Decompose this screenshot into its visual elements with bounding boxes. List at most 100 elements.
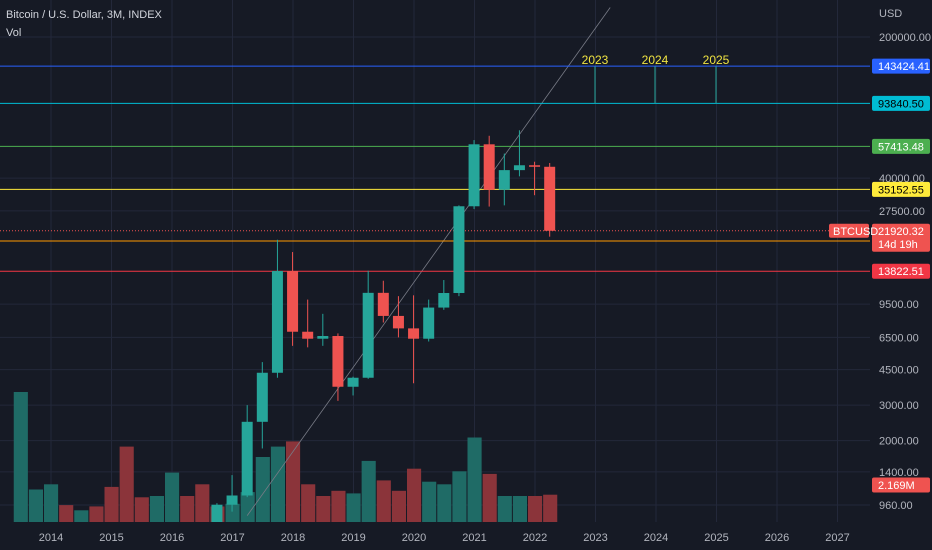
volume-bar [422, 481, 437, 522]
time-tick-label: 2018 [281, 532, 305, 544]
volume-bar [165, 472, 180, 522]
candle-body [529, 165, 541, 167]
price-tick-label: 200000.00 [879, 32, 931, 44]
time-tick-label: 2020 [402, 532, 426, 544]
last-price-tag-bg [872, 223, 930, 252]
volume-bar [512, 496, 527, 522]
currency-label: USD [879, 8, 902, 20]
level-price-tag: 13822.51 [878, 266, 924, 278]
time-tick-label: 2017 [220, 532, 244, 544]
volume-bar [225, 503, 240, 522]
volume-bar [119, 446, 134, 522]
volume-bar [391, 490, 406, 522]
level-price-tag-bg [872, 263, 930, 279]
candle-body [302, 331, 314, 339]
time-tick-label: 2022 [523, 532, 547, 544]
candle-body [332, 336, 344, 387]
time-tick-label: 2026 [765, 532, 789, 544]
candle-body [453, 206, 465, 294]
volume-bar [528, 496, 543, 522]
price-tick-label: 960.00 [879, 500, 913, 512]
volume-bar [255, 457, 270, 522]
level-price-tag-bg [872, 95, 930, 111]
candle-body [544, 166, 556, 231]
volume-bar [44, 484, 59, 522]
candle-body [317, 336, 329, 339]
volume-bar [89, 506, 104, 522]
symbol-tag: BTCUSD [833, 226, 878, 238]
time-tick-label: 2015 [99, 532, 123, 544]
volume-bar [134, 497, 149, 522]
countdown-tag: 14d 19h [878, 239, 918, 251]
volume-bar [437, 484, 452, 522]
year-marker-label: 2023 [582, 53, 609, 67]
year-marker-label: 2024 [642, 53, 669, 67]
level-price-tag: 57413.48 [878, 141, 924, 153]
level-price-tag: 93840.50 [878, 98, 924, 110]
volume-bar [301, 484, 316, 522]
volume-bar [180, 496, 195, 522]
volume-bar [346, 493, 361, 522]
last-price-tag: 21920.32 [878, 226, 924, 238]
time-tick-label: 2021 [462, 532, 486, 544]
volume-bar [195, 484, 210, 522]
time-tick-label: 2019 [341, 532, 365, 544]
volume-indicator-label[interactable]: Vol [6, 27, 22, 39]
volume-bar [104, 486, 119, 522]
volume-bar [28, 489, 43, 522]
volume-bar [316, 496, 331, 522]
price-tick-label: 2000.00 [879, 436, 919, 448]
candle-body [347, 377, 359, 387]
level-price-tag-bg [872, 58, 930, 74]
time-scale-bg [0, 522, 870, 550]
time-tick-label: 2014 [39, 532, 63, 544]
time-tick-label: 2016 [160, 532, 184, 544]
candle-body [362, 292, 374, 378]
volume-bar [149, 496, 164, 522]
candle-body [468, 144, 480, 207]
symbol-tag-bg [829, 223, 869, 238]
time-tick-label: 2027 [825, 532, 849, 544]
volume-bar [74, 510, 89, 522]
candle-body [408, 328, 420, 339]
volume-bar [331, 490, 346, 522]
volume-bar [361, 460, 376, 522]
time-tick-label: 2025 [704, 532, 728, 544]
candle-body [241, 421, 253, 496]
volume-value-tag: 2.169M [878, 480, 915, 492]
trend-line [246, 7, 611, 516]
volume-bar [59, 505, 74, 522]
level-price-tag: 35152.55 [878, 184, 924, 196]
volume-value-tag-bg [872, 477, 930, 493]
candle-body [392, 315, 404, 329]
candle-body [483, 144, 495, 190]
candle-body [377, 292, 389, 316]
volume-bar [497, 496, 512, 522]
level-price-tag-bg [872, 181, 930, 197]
volume-bar [452, 471, 467, 522]
volume-bar [240, 492, 255, 522]
volume-bar [482, 473, 497, 522]
volume-bar [13, 392, 28, 522]
price-tick-label: 4500.00 [879, 365, 919, 377]
volume-bar [286, 441, 301, 522]
level-price-tag-bg [872, 138, 930, 154]
time-tick-label: 2024 [644, 532, 668, 544]
price-tick-label: 6500.00 [879, 332, 919, 344]
candle-body [423, 307, 435, 339]
time-tick-label: 2023 [583, 532, 607, 544]
candle-body [271, 271, 283, 373]
candle-body [287, 271, 299, 332]
volume-bar [467, 437, 482, 522]
price-tick-label: 9500.00 [879, 299, 919, 311]
candle-body [513, 165, 525, 171]
candle-body [226, 495, 238, 505]
volume-bar [270, 446, 285, 522]
candle-body [438, 293, 450, 308]
level-price-tag: 143424.41 [878, 61, 930, 73]
price-tick-label: 3000.00 [879, 400, 919, 412]
chart-title[interactable]: Bitcoin / U.S. Dollar, 3M, INDEX [6, 9, 162, 21]
candle-body [256, 372, 268, 422]
year-marker-label: 2025 [703, 53, 730, 67]
